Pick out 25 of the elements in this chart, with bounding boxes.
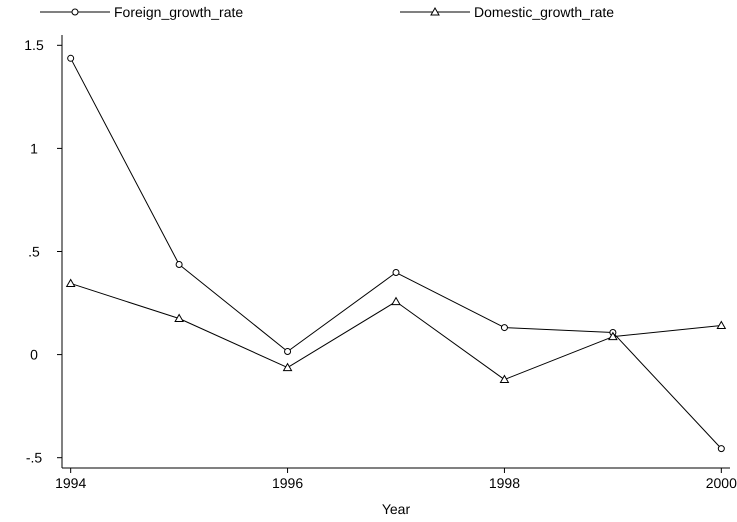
point xyxy=(284,348,292,355)
point xyxy=(174,314,184,322)
x-tick-label: 1996 xyxy=(272,475,304,491)
point xyxy=(500,324,508,332)
legend-label: Foreign_growth_rate xyxy=(114,4,244,20)
point xyxy=(716,321,726,330)
y-tick-label: 0 xyxy=(30,346,38,362)
point xyxy=(718,445,725,452)
point xyxy=(608,332,618,340)
point xyxy=(500,375,509,384)
legend-label: Domestic_growth_rate xyxy=(474,4,614,20)
y-tick-label: 1 xyxy=(30,140,38,156)
point xyxy=(66,278,76,287)
x-tick-label: 1994 xyxy=(55,475,86,491)
y-tick-label: 1.5 xyxy=(24,37,44,54)
x-tick-label: 2000 xyxy=(706,475,737,491)
point xyxy=(67,54,74,62)
point xyxy=(392,269,400,276)
point xyxy=(176,260,183,268)
x-axis-title: Year xyxy=(382,501,410,517)
point xyxy=(283,363,292,372)
y-tick-label: -.5 xyxy=(26,450,42,466)
point xyxy=(392,297,400,306)
y-tick-label: .5 xyxy=(28,243,40,260)
x-tick-label: 1998 xyxy=(488,475,520,491)
